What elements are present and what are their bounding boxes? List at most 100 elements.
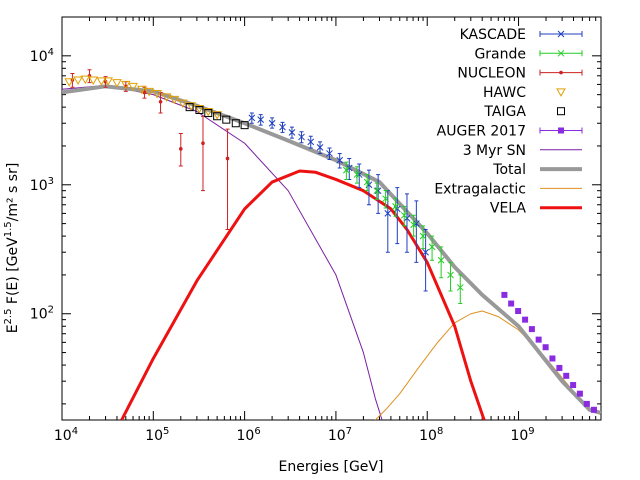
error-bar — [411, 214, 416, 237]
error-bar — [458, 274, 463, 305]
data-point — [120, 80, 131, 90]
error-bar — [402, 205, 407, 227]
data-point — [248, 114, 256, 122]
data-point — [336, 156, 344, 164]
data-point — [410, 221, 418, 229]
x-tick-label: 107 — [328, 426, 352, 444]
data-point — [88, 76, 99, 85]
error-bar — [423, 229, 428, 292]
legend-sample-taiga — [557, 107, 565, 116]
data-point — [195, 106, 204, 115]
error-bar — [421, 225, 426, 250]
data-point — [112, 79, 122, 88]
legend-sample-hawc — [556, 88, 566, 97]
legend-label-kascade: KASCADE — [460, 27, 526, 43]
data-point — [326, 150, 333, 157]
data-point — [316, 144, 324, 151]
data-point — [137, 85, 147, 95]
y-axis-title: E2.5 F(E) [GeV1.5/m² s sr] — [3, 163, 21, 334]
data-point — [570, 382, 577, 389]
data-point — [528, 326, 535, 333]
data-point — [428, 243, 436, 251]
axis-tick-labels: 104 105 106 107 108 109 102 103 104 — [30, 47, 535, 444]
data-point — [212, 111, 222, 120]
data-point — [279, 123, 286, 131]
legend-marker — [558, 127, 564, 134]
legend-label-taiga: TAIGA — [483, 104, 526, 120]
data-point — [225, 156, 230, 161]
data-point — [169, 95, 180, 105]
data-point — [152, 90, 162, 99]
error-bar — [414, 200, 419, 263]
data-point — [392, 203, 399, 210]
error-bar — [439, 246, 444, 279]
x-tick-label: 108 — [419, 426, 443, 444]
data-point — [222, 115, 231, 124]
legend-sample-kascade — [539, 30, 583, 38]
x-tick-label: 105 — [145, 426, 169, 444]
legend-marker — [557, 107, 565, 116]
series-line-3-myr-sn — [62, 84, 383, 420]
y-tick-label: 103 — [30, 176, 54, 194]
data-point — [307, 138, 315, 146]
data-point — [373, 187, 381, 195]
data-point — [178, 147, 183, 151]
data-point — [522, 316, 529, 323]
legend-label-total: Total — [492, 162, 526, 178]
data-point — [194, 105, 205, 114]
data-point — [158, 100, 163, 104]
y-tick-label: 104 — [30, 47, 54, 65]
series-line-extragalactic — [374, 310, 601, 420]
data-point — [201, 141, 205, 146]
data-point — [345, 164, 353, 172]
axis-ticks — [61, 16, 602, 420]
legend-label-grande: Grande — [474, 46, 526, 62]
legend-marker — [557, 30, 565, 38]
data-point — [257, 116, 265, 123]
data-point — [240, 121, 249, 130]
data-point — [422, 248, 429, 256]
error-bar — [395, 187, 400, 245]
data-point — [64, 78, 75, 87]
data-point — [288, 129, 296, 136]
data-point — [437, 256, 445, 264]
error-bar — [430, 235, 435, 261]
legend-label-nucleon: NUCLEON — [457, 66, 526, 82]
data-point — [542, 344, 549, 351]
data-point — [384, 210, 392, 217]
data-point — [231, 119, 240, 128]
series-kascade — [248, 112, 429, 292]
data-point — [342, 166, 350, 174]
series-taiga — [185, 103, 249, 130]
data-point — [203, 108, 214, 117]
data-point — [213, 112, 222, 121]
data-point — [177, 99, 188, 109]
legend-label-extragalactic: Extragalactic — [434, 181, 526, 197]
data-point — [501, 291, 508, 298]
series-line-total — [62, 84, 601, 415]
legend: KASCADE Grande NUCLEON HAWC TAIGA AUGER 2017 3… — [434, 27, 583, 217]
series-line-vela — [120, 169, 486, 420]
x-axis-title: Energies [GeV] — [279, 459, 384, 475]
data-point — [583, 400, 590, 407]
series-grande — [342, 161, 464, 305]
data-point — [515, 308, 522, 315]
error-bar — [200, 115, 205, 192]
data-point — [144, 87, 154, 97]
error-bar — [404, 193, 409, 253]
data-point — [96, 77, 107, 86]
data-point — [590, 406, 597, 413]
legend-label-vela: VELA — [490, 201, 527, 217]
legend-marker — [559, 70, 563, 75]
legend-sample-grande — [539, 49, 583, 57]
data-point — [353, 171, 361, 178]
data-point — [563, 372, 570, 379]
data-point — [185, 103, 194, 112]
legend-sample-auger-2017 — [539, 127, 583, 134]
series-layer — [62, 69, 601, 420]
data-point — [374, 187, 382, 195]
data-point — [298, 133, 305, 141]
svg-text:E2.5 F(E) [GeV1.5/m² s sr]: E2.5 F(E) [GeV1.5/m² s sr] — [3, 163, 21, 334]
error-bar — [366, 169, 371, 206]
